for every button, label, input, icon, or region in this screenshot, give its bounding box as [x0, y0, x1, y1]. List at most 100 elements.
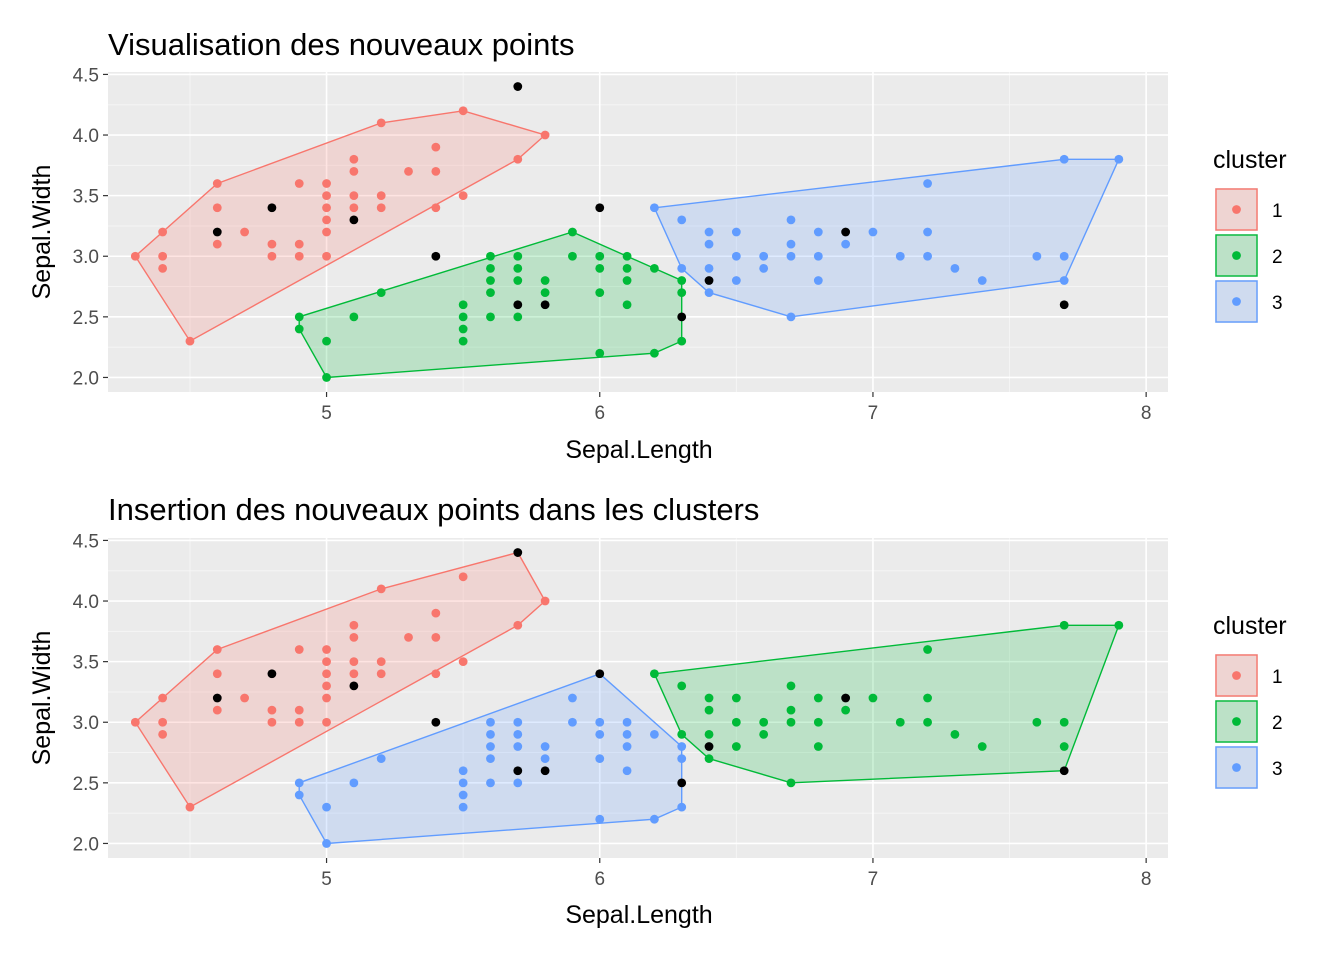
y-axis-title: Sepal.Width — [28, 631, 56, 766]
cluster-3-point — [1059, 154, 1069, 164]
cluster-1-point — [376, 191, 386, 201]
cluster-2-point — [622, 300, 632, 310]
legend-item-2: 2 — [1215, 700, 1283, 743]
cluster-3-point — [923, 227, 932, 237]
legend-item-2: 2 — [1215, 234, 1283, 277]
x-tick-label: 5 — [321, 403, 332, 424]
cluster-1-point — [185, 336, 195, 346]
cluster-2-point — [677, 336, 687, 346]
cluster-3-point — [622, 742, 632, 751]
cluster-2-point — [1114, 620, 1124, 630]
cluster-2-point — [731, 742, 741, 751]
cluster-1-hull — [134, 110, 547, 343]
cluster-2-point — [895, 717, 905, 727]
cluster-3-point — [731, 251, 741, 261]
cluster-1-point — [322, 657, 331, 667]
chart-title: Visualisation des nouveaux points — [108, 27, 574, 62]
cluster-3-point — [813, 227, 823, 237]
y-tick-label: 4.5 — [73, 531, 99, 552]
cluster-2-point — [813, 693, 823, 703]
cluster-1-point — [431, 166, 441, 176]
cluster-2-point — [513, 312, 523, 322]
cluster-3-point — [458, 766, 468, 776]
cluster-3-point — [458, 778, 468, 788]
cluster-2-point — [677, 288, 687, 298]
cluster-1-point — [376, 584, 386, 594]
cluster-2-point — [622, 251, 632, 261]
gridlines — [108, 538, 1168, 858]
cluster-1-point — [240, 693, 249, 703]
cluster-1-hull — [134, 551, 546, 809]
cluster-1-point — [458, 657, 468, 667]
cluster-1-point — [349, 657, 359, 667]
cluster-2-point — [486, 276, 495, 285]
new-point — [349, 681, 359, 691]
cluster-2-point — [458, 336, 468, 346]
legend-label: 3 — [1272, 759, 1283, 780]
cluster-3-point — [458, 802, 468, 812]
cluster-3-point — [704, 227, 714, 237]
new-point — [540, 766, 550, 776]
cluster-3-point — [294, 790, 304, 800]
cluster-1-point — [240, 227, 249, 237]
cluster-3-point — [322, 839, 331, 848]
x-tick-label: 8 — [1141, 403, 1152, 424]
cluster-1-point — [212, 669, 222, 679]
cluster-2-point — [458, 312, 468, 322]
cluster-1-point — [513, 620, 523, 630]
new-point — [349, 215, 359, 225]
cluster-2-point — [786, 681, 796, 691]
cluster-3-point — [677, 215, 687, 225]
cluster-3-point — [568, 717, 577, 727]
new-point — [677, 778, 687, 788]
cluster-2-point — [1059, 717, 1069, 727]
new-point — [1059, 766, 1069, 776]
new-point — [677, 312, 687, 322]
legend-key-point — [1232, 717, 1241, 726]
cluster-1-point — [431, 203, 441, 213]
cluster-3-point — [841, 239, 851, 249]
legend-label: 3 — [1272, 293, 1283, 314]
new-point — [212, 693, 222, 703]
cluster-3-point — [458, 790, 468, 800]
cluster-1-point — [458, 106, 468, 116]
cluster-1-point — [322, 693, 331, 703]
cluster-3-point — [513, 778, 523, 788]
new-point — [704, 276, 714, 285]
cluster-1-point — [212, 645, 222, 654]
cluster-1-point — [322, 191, 331, 201]
cluster-3-point — [1059, 251, 1069, 261]
y-tick-label: 3.0 — [73, 247, 99, 268]
cluster-2-point — [540, 276, 550, 285]
cluster-3-point — [786, 215, 796, 225]
new-point — [704, 742, 714, 751]
cluster-1-point — [376, 669, 386, 679]
cluster-1-point — [294, 179, 304, 188]
cluster-3-point — [977, 276, 987, 285]
legend-key-point — [1232, 297, 1241, 306]
cluster-1-point — [267, 251, 277, 261]
cluster-3-point — [813, 251, 823, 261]
cluster-1-point — [212, 705, 222, 715]
cluster-2-point — [458, 324, 468, 334]
cluster-3-point — [513, 729, 523, 739]
cluster-3-point — [649, 729, 659, 739]
y-tick-label: 2.5 — [73, 308, 99, 329]
cluster-2-point — [950, 729, 960, 739]
x-tick-label: 6 — [594, 869, 605, 890]
cluster-3-point — [540, 742, 550, 751]
new-points — [212, 548, 1069, 788]
cluster-3-point — [731, 227, 741, 237]
cluster-1-point — [540, 596, 550, 606]
cluster-2-point — [813, 742, 823, 751]
cluster-1-point — [376, 118, 386, 128]
cluster-2-point — [813, 717, 823, 727]
cluster-1-point — [322, 227, 331, 237]
cluster-1-point — [376, 657, 386, 667]
cluster-3-point — [1114, 154, 1124, 164]
cluster-2-point — [649, 348, 659, 358]
x-axis-title: Sepal.Length — [565, 436, 712, 464]
legend-label: 2 — [1272, 713, 1283, 734]
cluster-1-point — [158, 263, 168, 273]
cluster-3-point — [786, 312, 796, 322]
